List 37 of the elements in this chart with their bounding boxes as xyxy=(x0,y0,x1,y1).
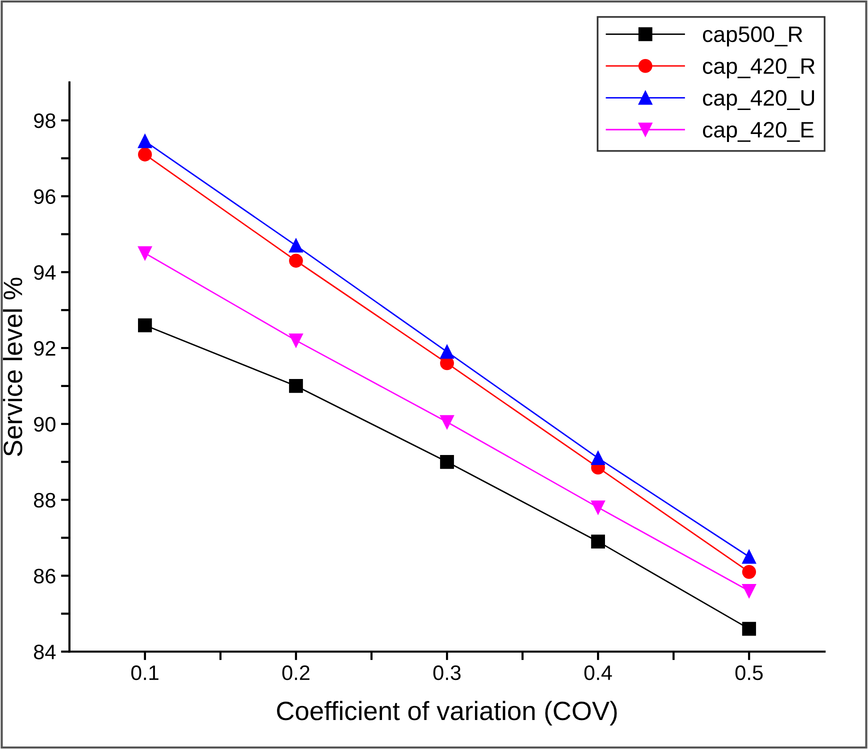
point xyxy=(742,550,756,564)
y-tick-label: 88 xyxy=(34,492,56,508)
point xyxy=(138,246,152,260)
legend-label: cap_420_U xyxy=(702,90,814,110)
point xyxy=(591,500,605,514)
point xyxy=(289,379,303,393)
point xyxy=(289,254,303,268)
y-tick-label: 86 xyxy=(34,568,56,584)
legend-label: cap500_R xyxy=(702,26,802,47)
point xyxy=(440,454,454,469)
point xyxy=(289,334,303,348)
point xyxy=(742,622,756,636)
y-tick-label: 94 xyxy=(34,265,56,280)
x-tick-label: 0.1 xyxy=(131,665,158,680)
point xyxy=(742,564,756,579)
y-tick-label: 92 xyxy=(34,341,56,356)
legend-label: cap_420_R xyxy=(702,58,815,78)
point xyxy=(138,318,152,332)
x-tick-label: 0.4 xyxy=(584,665,612,680)
point xyxy=(440,344,454,359)
legend-label: cap_420_E xyxy=(702,122,814,142)
point xyxy=(591,451,605,466)
x-tick-label: 0.5 xyxy=(735,665,763,680)
y-tick-label: 96 xyxy=(34,189,56,204)
point xyxy=(591,534,605,549)
point xyxy=(742,584,756,598)
y-tick-label: 98 xyxy=(34,113,56,128)
point xyxy=(138,134,152,148)
x-tick-label: 0.2 xyxy=(282,665,310,680)
y-axis-title: Service level % xyxy=(2,278,22,456)
point xyxy=(138,148,152,162)
y-tick-label: 84 xyxy=(34,644,56,660)
point xyxy=(440,415,454,429)
point xyxy=(289,238,303,253)
y-tick-label: 90 xyxy=(34,416,56,432)
x-tick-label: 0.3 xyxy=(433,665,461,680)
x-axis-title: Coefficient of variation (COV) xyxy=(277,700,617,726)
